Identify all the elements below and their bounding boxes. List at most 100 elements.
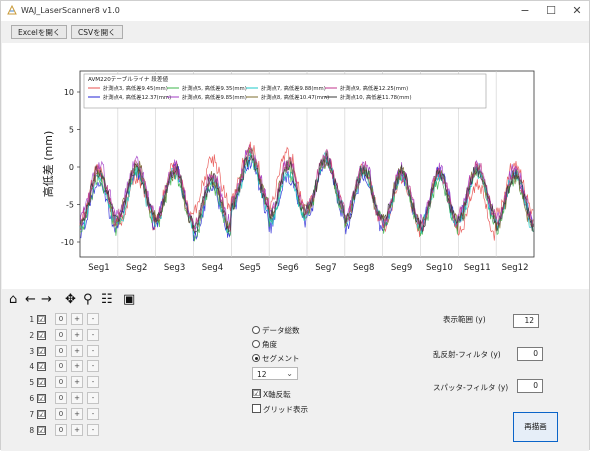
series-visible-checkbox[interactable]: ☑ [37,315,46,324]
series-visible-checkbox[interactable]: ☑ [37,330,46,340]
offset-minus-button[interactable]: - [87,344,99,357]
series-row-label: 6 : [29,394,39,403]
app-icon [7,5,17,15]
offset-plus-button[interactable]: + [71,407,83,420]
offset-zero-button[interactable]: 0 [55,392,67,404]
display-range-input[interactable]: 12 [513,314,539,328]
radio-data-count[interactable] [252,326,260,334]
x-tick-label: Seg10 [426,263,453,273]
x-tick-label: Seg1 [88,263,109,273]
x-tick-label: Seg11 [464,263,491,273]
spatter-filter-input[interactable]: 0 [517,379,543,393]
x-tick-label: Seg7 [315,263,336,273]
series-visible-checkbox[interactable]: ☑ [37,425,46,435]
segment-count-value: 12 [257,370,267,379]
offset-zero-button[interactable]: 0 [55,376,67,389]
x-tick-label: Seg6 [277,263,298,273]
offset-plus-button[interactable]: + [71,392,83,404]
y-tick-label: 5 [69,126,74,135]
offset-minus-button[interactable]: - [87,313,99,325]
radio-angle-label: 角度 [262,340,277,349]
offset-zero-button[interactable]: 0 [55,423,67,436]
series-row-label: 3 : [29,346,39,356]
offset-plus-button[interactable]: + [71,360,83,373]
x-tick-label: Seg5 [240,263,261,273]
x-reverse-checkbox[interactable]: ☑ [252,389,261,398]
y-axis-label: 高低差 (mm) [41,131,55,198]
y-tick-label: 0 [69,163,74,172]
display-range-label: 表示範囲 (y) [443,315,486,324]
grid-checkbox[interactable] [252,404,261,413]
x-tick-label: Seg3 [164,263,185,273]
series-visible-checkbox[interactable]: ☑ [37,362,46,372]
configure-subplots-icon[interactable]: ☷ [101,292,113,307]
legend-entry: 計測点9, 高低差12.25(mm) [340,84,408,92]
x-reverse-label: X軸反転 [263,390,291,399]
x-tick-label: Seg4 [202,263,223,273]
series-visible-checkbox[interactable]: ☑ [37,409,46,419]
legend-entry: 計測点5, 高低差9.35(mm) [182,84,247,92]
x-tick-label: Seg2 [126,263,147,273]
offset-minus-button[interactable]: - [87,392,99,404]
series-visible-checkbox[interactable]: ☑ [37,378,46,388]
radio-data-count-label: データ総数 [262,326,300,335]
offset-plus-button[interactable]: + [71,344,83,357]
legend-entry: 計測点6, 高低差9.85(mm) [182,93,247,101]
pan-icon[interactable]: ✥ [65,292,76,307]
forward-arrow-icon[interactable]: → [41,292,52,307]
series-visible-checkbox[interactable]: ☑ [37,346,46,356]
offset-minus-button[interactable]: - [87,423,99,436]
reflection-filter-input[interactable]: 0 [517,347,543,361]
open-excel-button[interactable]: Excelを開く [11,25,68,39]
offset-plus-button[interactable]: + [71,328,83,341]
offset-minus-button[interactable]: - [87,328,99,341]
offset-zero-button[interactable]: 0 [55,313,67,325]
segment-count-select[interactable]: 12 ⌄ [252,367,298,380]
grid-label: グリッド表示 [263,405,308,414]
close-button[interactable]: ✕ [572,4,582,17]
offset-plus-button[interactable]: + [71,313,83,325]
radio-angle[interactable] [252,340,260,348]
offset-zero-button[interactable]: 0 [55,407,67,420]
zoom-icon[interactable]: ⚲ [83,292,93,307]
series-row-label: 1 : [29,315,39,324]
y-tick-label: -10 [61,238,74,247]
home-icon[interactable]: ⌂ [9,292,18,307]
legend-entry: 計測点4, 高低差12.37(mm) [103,93,171,101]
y-tick-label: 10 [64,88,74,97]
plot-area: -10 -5 0 5 10 Seg1 Seg2 Seg3 Seg4 Seg5 Seg6 Seg7 Seg… [2,43,589,289]
series-row-label: 8 : [29,425,39,435]
x-tick-label: Seg9 [391,263,412,273]
legend-entry: 計測点3, 高低差9.45(mm) [103,84,168,92]
radio-segment[interactable] [252,354,260,362]
back-arrow-icon[interactable]: ← [25,292,36,307]
offset-plus-button[interactable]: + [71,423,83,436]
offset-minus-button[interactable]: - [87,376,99,389]
series-visible-checkbox[interactable]: ☑ [37,394,46,403]
offset-zero-button[interactable]: 0 [55,360,67,373]
maximize-button[interactable]: ☐ [546,4,556,17]
y-tick-label: -5 [66,201,74,210]
redraw-button[interactable]: 再描画 [513,412,558,442]
chart: -10 -5 0 5 10 Seg1 Seg2 Seg3 Seg4 Seg5 Seg6 Seg7 Seg… [41,70,535,273]
chevron-down-icon: ⌄ [286,369,293,378]
offset-zero-button[interactable]: 0 [55,328,67,341]
save-icon[interactable]: ▣ [123,292,136,307]
series-row-label: 5 : [29,378,39,388]
legend-box [83,73,487,109]
offset-zero-button[interactable]: 0 [55,344,67,357]
offset-plus-button[interactable]: + [71,376,83,389]
offset-minus-button[interactable]: - [87,407,99,420]
series-line [79,150,534,235]
offset-minus-button[interactable]: - [87,360,99,373]
radio-segment-label: セグメント [262,354,300,363]
reflection-filter-label: 乱反射-フィルタ (y) [433,350,501,359]
x-tick-label: Seg12 [502,263,529,273]
open-csv-button[interactable]: CSVを開く [71,25,123,39]
legend-entry: 計測点8, 高低差10.47(mm) [261,93,329,101]
minimize-button[interactable]: − [520,4,530,17]
spatter-filter-label: スパッタ-フィルタ (y) [433,383,509,392]
x-tick-label: Seg8 [353,263,374,273]
file-toolbar: Excelを開く CSVを開く [1,21,589,43]
